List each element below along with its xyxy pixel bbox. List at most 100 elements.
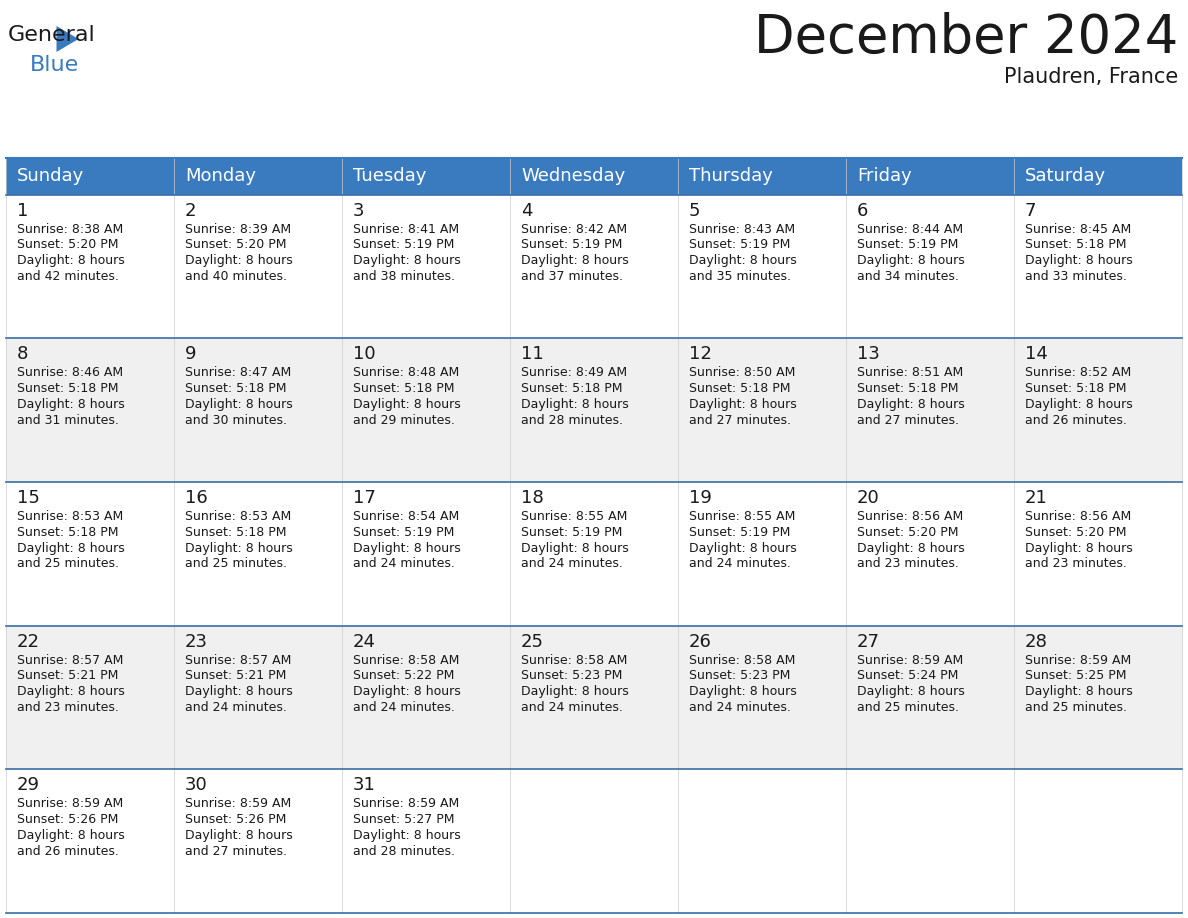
Text: Daylight: 8 hours: Daylight: 8 hours: [185, 397, 292, 410]
Text: Sunset: 5:24 PM: Sunset: 5:24 PM: [857, 669, 959, 682]
Text: Sunset: 5:20 PM: Sunset: 5:20 PM: [17, 239, 119, 252]
Text: and 35 minutes.: and 35 minutes.: [689, 270, 791, 283]
Bar: [846, 158, 1015, 195]
Text: Daylight: 8 hours: Daylight: 8 hours: [17, 254, 125, 267]
Text: Daylight: 8 hours: Daylight: 8 hours: [857, 542, 965, 554]
Text: Sunset: 5:26 PM: Sunset: 5:26 PM: [185, 813, 286, 826]
Text: and 34 minutes.: and 34 minutes.: [857, 270, 959, 283]
Text: Sunrise: 8:38 AM: Sunrise: 8:38 AM: [17, 222, 124, 236]
Text: and 27 minutes.: and 27 minutes.: [689, 414, 791, 427]
Text: 16: 16: [185, 489, 208, 507]
Text: Sunset: 5:18 PM: Sunset: 5:18 PM: [185, 382, 286, 395]
Text: Sunset: 5:25 PM: Sunset: 5:25 PM: [1025, 669, 1126, 682]
Text: and 24 minutes.: and 24 minutes.: [689, 701, 791, 714]
Polygon shape: [57, 26, 78, 52]
Bar: [342, 158, 510, 195]
Text: and 25 minutes.: and 25 minutes.: [857, 701, 959, 714]
Text: and 28 minutes.: and 28 minutes.: [522, 414, 623, 427]
Text: Sunrise: 8:55 AM: Sunrise: 8:55 AM: [689, 509, 796, 523]
Text: and 25 minutes.: and 25 minutes.: [17, 557, 119, 570]
Text: 28: 28: [1025, 633, 1048, 651]
Text: and 24 minutes.: and 24 minutes.: [522, 557, 623, 570]
Text: Sunrise: 8:54 AM: Sunrise: 8:54 AM: [353, 509, 460, 523]
Text: Sunset: 5:27 PM: Sunset: 5:27 PM: [353, 813, 455, 826]
Text: and 29 minutes.: and 29 minutes.: [353, 414, 455, 427]
Text: Sunset: 5:18 PM: Sunset: 5:18 PM: [857, 382, 959, 395]
Text: Daylight: 8 hours: Daylight: 8 hours: [17, 397, 125, 410]
Text: Sunrise: 8:57 AM: Sunrise: 8:57 AM: [185, 654, 291, 666]
Text: Daylight: 8 hours: Daylight: 8 hours: [689, 542, 797, 554]
Text: Blue: Blue: [30, 55, 80, 75]
Text: Sunset: 5:20 PM: Sunset: 5:20 PM: [857, 526, 959, 539]
Text: Sunrise: 8:53 AM: Sunrise: 8:53 AM: [185, 509, 291, 523]
Text: 31: 31: [353, 777, 375, 794]
Text: 20: 20: [857, 489, 880, 507]
Text: Wednesday: Wednesday: [522, 167, 625, 185]
Bar: [6, 195, 1182, 338]
Bar: [6, 338, 1182, 482]
Text: Sunrise: 8:49 AM: Sunrise: 8:49 AM: [522, 366, 627, 379]
Text: Sunrise: 8:53 AM: Sunrise: 8:53 AM: [17, 509, 124, 523]
Text: and 23 minutes.: and 23 minutes.: [17, 701, 119, 714]
Text: Sunset: 5:23 PM: Sunset: 5:23 PM: [689, 669, 790, 682]
Text: Daylight: 8 hours: Daylight: 8 hours: [522, 685, 628, 699]
Text: and 31 minutes.: and 31 minutes.: [17, 414, 119, 427]
Text: Daylight: 8 hours: Daylight: 8 hours: [522, 254, 628, 267]
Text: Daylight: 8 hours: Daylight: 8 hours: [522, 397, 628, 410]
Text: Daylight: 8 hours: Daylight: 8 hours: [17, 542, 125, 554]
Text: Daylight: 8 hours: Daylight: 8 hours: [689, 397, 797, 410]
Text: Daylight: 8 hours: Daylight: 8 hours: [522, 542, 628, 554]
Text: and 40 minutes.: and 40 minutes.: [185, 270, 287, 283]
Text: Sunset: 5:21 PM: Sunset: 5:21 PM: [185, 669, 286, 682]
Text: Sunset: 5:20 PM: Sunset: 5:20 PM: [1025, 526, 1126, 539]
Text: Tuesday: Tuesday: [353, 167, 426, 185]
Text: 26: 26: [689, 633, 712, 651]
Text: 3: 3: [353, 201, 365, 219]
Text: 24: 24: [353, 633, 375, 651]
Text: Sunset: 5:21 PM: Sunset: 5:21 PM: [17, 669, 119, 682]
Text: and 26 minutes.: and 26 minutes.: [1025, 414, 1127, 427]
Text: Daylight: 8 hours: Daylight: 8 hours: [185, 685, 292, 699]
Text: Daylight: 8 hours: Daylight: 8 hours: [353, 254, 461, 267]
Text: Sunset: 5:23 PM: Sunset: 5:23 PM: [522, 669, 623, 682]
Text: 21: 21: [1025, 489, 1048, 507]
Text: Sunset: 5:19 PM: Sunset: 5:19 PM: [353, 526, 454, 539]
Text: Sunrise: 8:41 AM: Sunrise: 8:41 AM: [353, 222, 459, 236]
Text: 13: 13: [857, 345, 880, 364]
Text: Sunrise: 8:55 AM: Sunrise: 8:55 AM: [522, 509, 627, 523]
Text: Daylight: 8 hours: Daylight: 8 hours: [17, 829, 125, 842]
Text: Monday: Monday: [185, 167, 255, 185]
Text: 10: 10: [353, 345, 375, 364]
Text: and 30 minutes.: and 30 minutes.: [185, 414, 287, 427]
Text: and 25 minutes.: and 25 minutes.: [1025, 701, 1127, 714]
Text: Sunrise: 8:51 AM: Sunrise: 8:51 AM: [857, 366, 963, 379]
Text: Sunset: 5:18 PM: Sunset: 5:18 PM: [185, 526, 286, 539]
Text: Sunrise: 8:42 AM: Sunrise: 8:42 AM: [522, 222, 627, 236]
Text: Sunrise: 8:43 AM: Sunrise: 8:43 AM: [689, 222, 795, 236]
Text: Sunrise: 8:58 AM: Sunrise: 8:58 AM: [522, 654, 627, 666]
Text: and 24 minutes.: and 24 minutes.: [185, 701, 286, 714]
Text: Sunrise: 8:59 AM: Sunrise: 8:59 AM: [857, 654, 963, 666]
Text: and 33 minutes.: and 33 minutes.: [1025, 270, 1127, 283]
Text: Sunrise: 8:47 AM: Sunrise: 8:47 AM: [185, 366, 291, 379]
Text: Sunset: 5:18 PM: Sunset: 5:18 PM: [17, 526, 119, 539]
Text: Daylight: 8 hours: Daylight: 8 hours: [17, 685, 125, 699]
Text: December 2024: December 2024: [753, 12, 1178, 64]
Text: 9: 9: [185, 345, 196, 364]
Text: 23: 23: [185, 633, 208, 651]
Text: Saturday: Saturday: [1025, 167, 1106, 185]
Text: Sunset: 5:19 PM: Sunset: 5:19 PM: [689, 526, 790, 539]
Text: 12: 12: [689, 345, 712, 364]
Text: Sunrise: 8:46 AM: Sunrise: 8:46 AM: [17, 366, 124, 379]
Text: Sunrise: 8:59 AM: Sunrise: 8:59 AM: [353, 798, 460, 811]
Text: Sunrise: 8:59 AM: Sunrise: 8:59 AM: [185, 798, 291, 811]
Text: and 26 minutes.: and 26 minutes.: [17, 845, 119, 857]
Text: Sunrise: 8:59 AM: Sunrise: 8:59 AM: [17, 798, 124, 811]
Text: and 28 minutes.: and 28 minutes.: [353, 845, 455, 857]
Text: Sunrise: 8:39 AM: Sunrise: 8:39 AM: [185, 222, 291, 236]
Text: and 24 minutes.: and 24 minutes.: [522, 701, 623, 714]
Text: Daylight: 8 hours: Daylight: 8 hours: [185, 542, 292, 554]
Text: 27: 27: [857, 633, 880, 651]
Bar: [6, 158, 173, 195]
Text: Sunday: Sunday: [17, 167, 84, 185]
